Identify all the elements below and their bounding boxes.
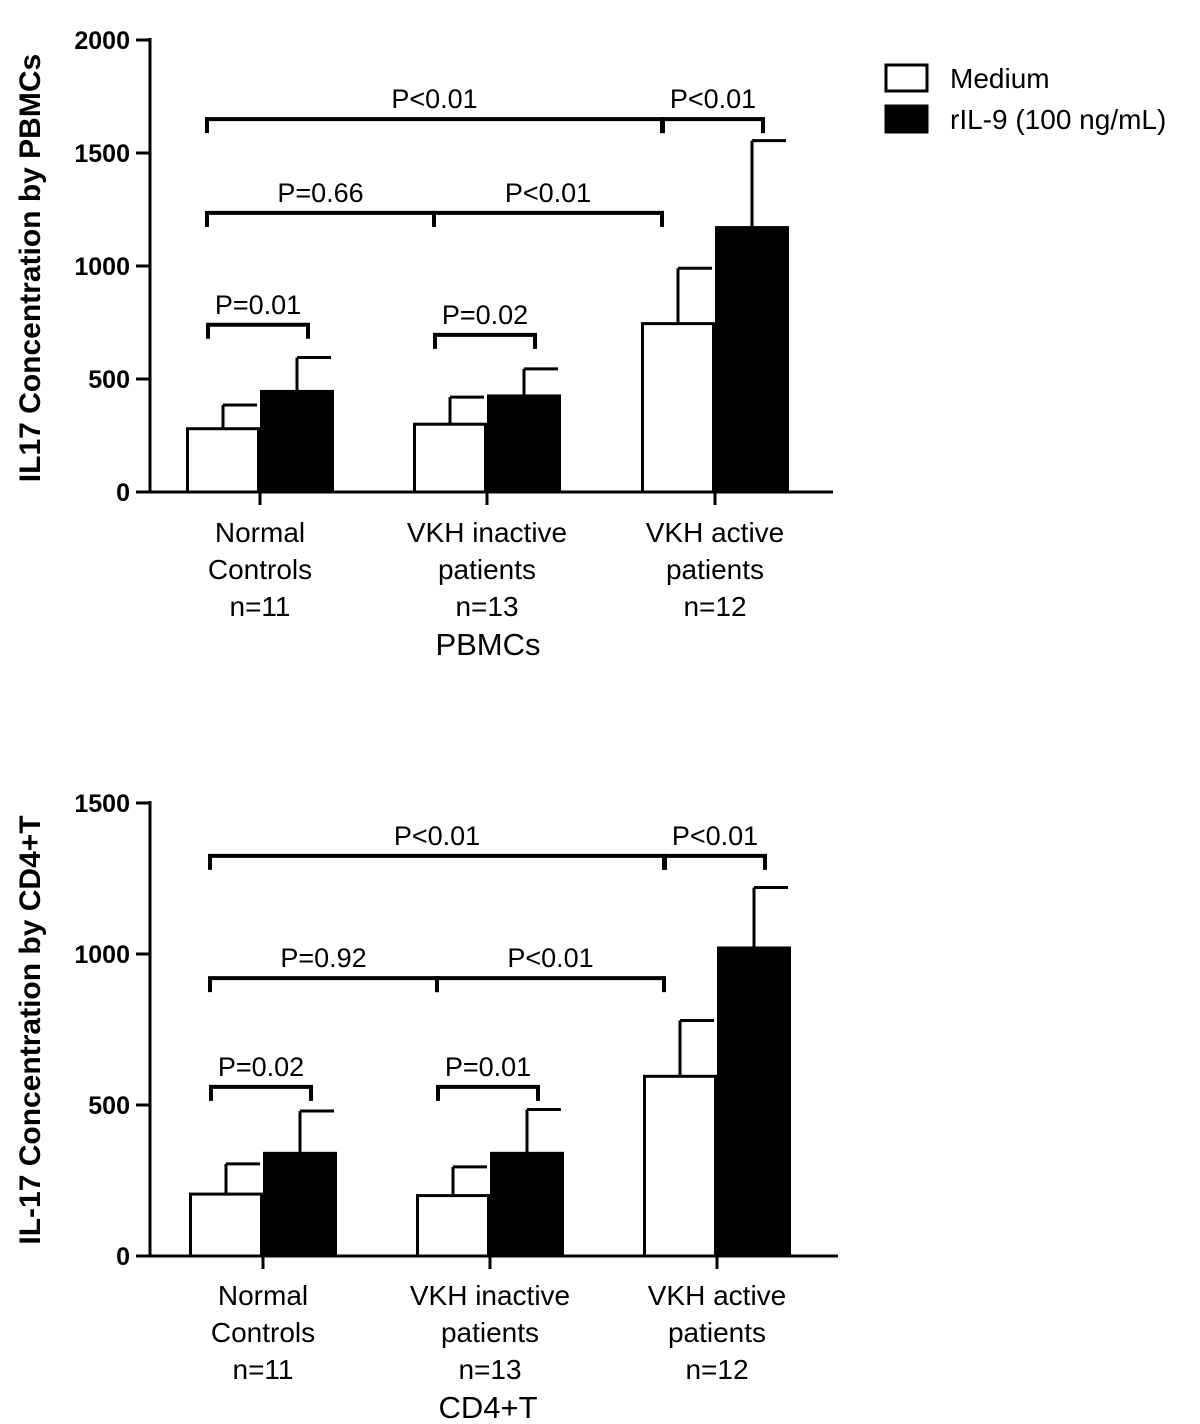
legend-swatch-ril9 — [884, 104, 929, 134]
y-tick-label: 0 — [116, 1243, 130, 1271]
bar — [487, 394, 561, 494]
bar — [643, 1074, 717, 1258]
significance-bracket — [205, 210, 436, 227]
significance-label: P<0.01 — [507, 943, 593, 973]
category-label: Normal — [218, 1280, 308, 1311]
y-tick-label: 500 — [88, 1092, 130, 1120]
panel-xlabel: PBMCs — [435, 627, 540, 662]
category-label: Controls — [208, 554, 312, 585]
significance-bracket — [663, 853, 767, 870]
category-label: Normal — [215, 517, 305, 548]
legend: Medium rIL-9 (100 ng/mL) — [884, 63, 1166, 135]
significance-label: P<0.01 — [394, 821, 480, 851]
significance-label: P=0.92 — [280, 943, 366, 973]
legend-item-ril9: rIL-9 (100 ng/mL) — [884, 104, 1166, 135]
significance-bracket — [209, 1084, 313, 1101]
y-tick-label: 1500 — [74, 140, 130, 168]
bar — [490, 1151, 564, 1258]
category-label: VKH active — [646, 517, 785, 548]
category-label: VKH inactive — [410, 1280, 570, 1311]
significance-label: P=0.01 — [215, 290, 301, 320]
category-label: n=12 — [685, 1354, 748, 1385]
bar — [260, 389, 334, 494]
y-tick-label: 0 — [116, 479, 130, 507]
legend-label-ril9: rIL-9 (100 ng/mL) — [950, 104, 1166, 135]
significance-bracket — [661, 117, 765, 134]
category-label: patients — [438, 554, 536, 585]
bar — [186, 427, 260, 494]
significance-bracket — [432, 210, 664, 227]
panel-xlabel: CD4+T — [438, 1390, 537, 1424]
y-tick-label: 1000 — [74, 253, 130, 281]
y-tick-label: 500 — [88, 366, 130, 394]
significance-bracket — [208, 853, 666, 870]
category-label: patients — [668, 1317, 766, 1348]
category-label: n=11 — [230, 591, 291, 622]
y-tick-label: 2000 — [74, 27, 130, 55]
significance-bracket — [436, 1084, 540, 1101]
significance-bracket — [205, 117, 664, 134]
significance-bracket — [206, 322, 310, 339]
category-label: n=11 — [233, 1354, 294, 1385]
bar — [416, 1194, 490, 1258]
bar — [413, 422, 487, 494]
category-label: n=13 — [458, 1354, 521, 1385]
panel-cd4t: 0 500 1000 1500 Normal Controls n=11 VKH inacti… — [14, 790, 838, 1424]
panel-pbmcs: 0 500 1000 1500 2000 Normal Controls n=11 VKH in… — [14, 27, 833, 662]
legend-item-medium: Medium — [884, 63, 1050, 94]
category-label: Controls — [211, 1317, 315, 1348]
significance-label: P=0.02 — [442, 300, 528, 330]
bar — [263, 1151, 337, 1258]
category-label: patients — [666, 554, 764, 585]
category-label: patients — [441, 1317, 539, 1348]
bar — [189, 1192, 263, 1258]
category-label: VKH inactive — [407, 517, 567, 548]
significance-bracket — [208, 976, 439, 993]
category-label: n=13 — [455, 591, 518, 622]
y-tick-label: 1000 — [74, 941, 130, 969]
significance-label: P<0.01 — [670, 84, 756, 114]
significance-bracket — [435, 976, 666, 993]
significance-label: P=0.01 — [445, 1052, 531, 1082]
significance-bracket — [433, 332, 537, 349]
category-label: n=12 — [683, 591, 746, 622]
significance-label: P<0.01 — [672, 821, 758, 851]
significance-label: P<0.01 — [391, 84, 477, 114]
y-axis-label: IL-17 Concentration by CD4+T — [14, 815, 47, 1244]
bar — [717, 946, 791, 1258]
bar — [641, 322, 715, 494]
bar — [715, 226, 789, 494]
y-axis-label: IL17 Concentration by PBMCs — [14, 54, 47, 482]
significance-label: P<0.01 — [505, 178, 591, 208]
category-label: VKH active — [648, 1280, 787, 1311]
legend-label-medium: Medium — [950, 63, 1050, 94]
significance-label: P=0.02 — [218, 1052, 304, 1082]
y-tick-label: 1500 — [74, 790, 130, 818]
significance-label: P=0.66 — [277, 178, 363, 208]
legend-swatch-medium — [884, 63, 929, 93]
